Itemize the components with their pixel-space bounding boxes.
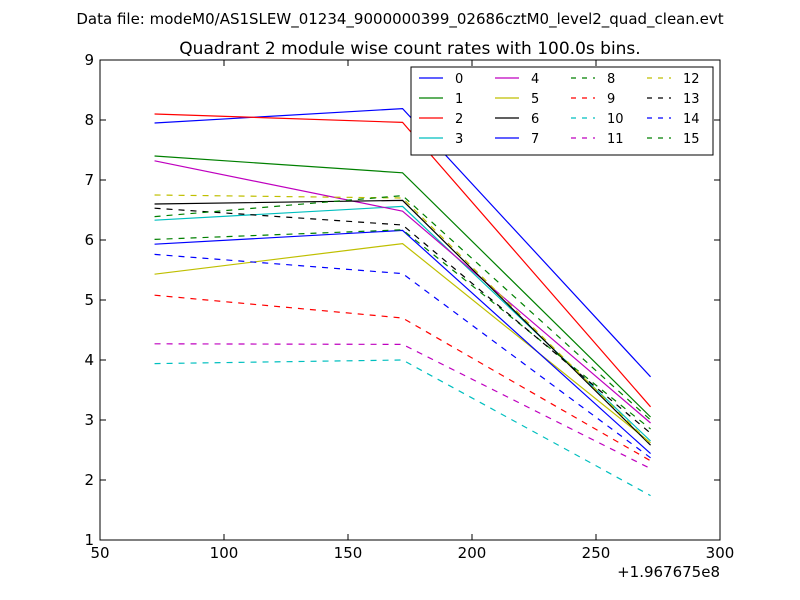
series-line-15 — [154, 194, 651, 421]
legend-label-8: 8 — [607, 72, 615, 87]
series-line-10 — [154, 359, 651, 497]
series-line-7 — [154, 229, 651, 455]
legend-label-6: 6 — [531, 112, 539, 127]
y-tick-label: 3 — [84, 411, 94, 429]
x-tick-label: 200 — [458, 544, 487, 562]
legend-label-15: 15 — [683, 132, 700, 147]
series-line-5 — [154, 242, 651, 444]
legend-label-14: 14 — [683, 112, 700, 127]
y-tick-label: 2 — [84, 471, 94, 489]
y-tick-label: 8 — [84, 111, 94, 129]
y-tick-label: 9 — [84, 51, 94, 69]
figure-suptitle: Data file: modeM0/AS1SLEW_01234_90000003… — [76, 10, 723, 29]
legend-box — [410, 66, 714, 156]
y-tick-label: 1 — [84, 531, 94, 549]
legend-label-10: 10 — [607, 112, 624, 127]
x-tick-label: 50 — [90, 544, 109, 562]
legend-label-7: 7 — [531, 132, 539, 147]
series-line-4 — [154, 160, 651, 424]
series-line-1 — [154, 155, 651, 418]
series-layer — [154, 107, 652, 497]
legend-label-13: 13 — [683, 92, 700, 107]
legend-label-0: 0 — [455, 72, 463, 87]
legend-label-1: 1 — [455, 92, 463, 107]
series-line-6 — [154, 199, 651, 446]
series-line-0 — [154, 107, 652, 378]
x-tick-label: 300 — [706, 544, 735, 562]
legend-label-3: 3 — [455, 132, 463, 147]
series-line-12 — [154, 194, 651, 445]
y-tick-label: 6 — [84, 231, 94, 249]
series-line-3 — [154, 205, 651, 442]
legend-label-11: 11 — [607, 132, 624, 147]
legend-label-2: 2 — [455, 112, 463, 127]
series-line-2 — [154, 113, 652, 408]
series-line-11 — [154, 343, 651, 470]
y-tick-label: 7 — [84, 171, 94, 189]
series-line-14 — [154, 253, 651, 459]
x-tick-label: 100 — [210, 544, 239, 562]
y-tick-label: 4 — [84, 351, 94, 369]
chart-title: Quadrant 2 module wise count rates with … — [179, 39, 640, 59]
legend-label-9: 9 — [607, 92, 615, 107]
series-line-9 — [154, 294, 651, 462]
y-tick-label: 5 — [84, 291, 94, 309]
legend-label-4: 4 — [531, 72, 539, 87]
legend-label-12: 12 — [683, 72, 700, 87]
legend-label-5: 5 — [531, 92, 539, 107]
x-tick-label: 250 — [582, 544, 611, 562]
x-tick-label: 150 — [334, 544, 363, 562]
x-offset-label: +1.967675e8 — [617, 563, 720, 581]
